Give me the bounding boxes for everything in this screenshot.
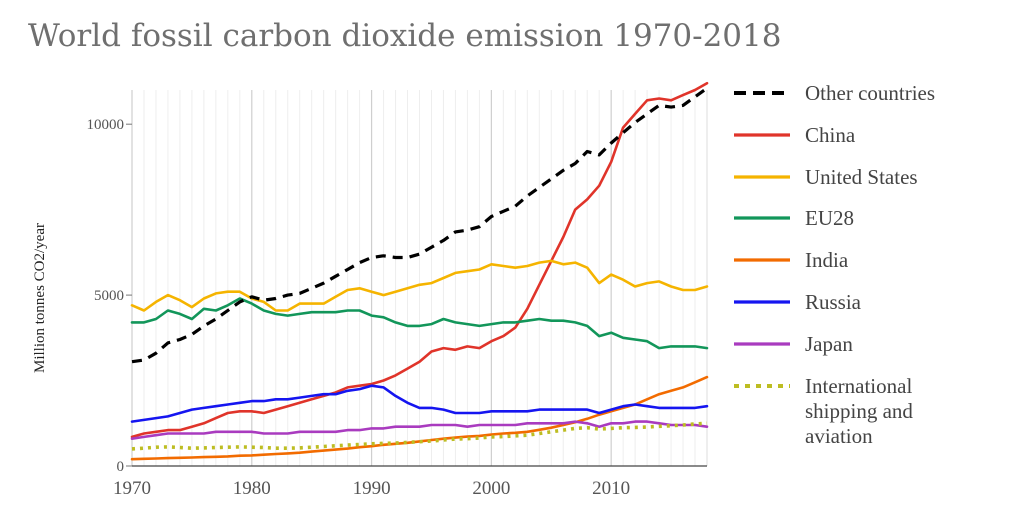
series-line-india	[130, 375, 709, 461]
legend-label: Japan	[805, 332, 853, 356]
y-axis-title: Million tonnes CO2/year	[32, 223, 48, 373]
legend-label: Russia	[805, 290, 862, 314]
grid-layer	[131, 90, 708, 466]
series-line-china	[130, 81, 709, 439]
legend-label: India	[805, 248, 849, 272]
y-tick-label: 10000	[87, 117, 125, 133]
legend-label: International	[805, 374, 912, 398]
series-line-eu28	[130, 297, 709, 350]
x-tick-label: 1990	[353, 478, 391, 499]
legend-label: shipping and	[805, 399, 913, 423]
axis-layer: 1970 1980 1990 2000 2010 0 5000 10000	[87, 117, 707, 499]
x-tick-label: 1970	[113, 478, 151, 499]
legend-label: Other countries	[805, 81, 935, 105]
series-line-russia	[130, 384, 709, 423]
series-line-japan	[130, 420, 709, 440]
x-tick-label: 2000	[472, 478, 510, 499]
series-line-international-shipping-and-aviation	[131, 421, 708, 451]
x-tick-label: 1980	[233, 478, 271, 499]
legend-label: EU28	[805, 206, 854, 230]
legend-label: aviation	[805, 424, 873, 448]
y-tick-label: 0	[117, 459, 125, 475]
legend-label: China	[805, 123, 856, 147]
series-line-other-countries	[131, 86, 708, 364]
series-line-united-states	[130, 259, 709, 312]
y-tick-label: 5000	[94, 288, 124, 304]
x-tick-label: 2010	[592, 478, 630, 499]
series-layer	[130, 81, 709, 461]
legend: Other countries China United States EU28 Ind…	[734, 81, 935, 448]
chart-title: World fossil carbon dioxide emission 197…	[28, 18, 782, 54]
legend-label: United States	[805, 165, 918, 189]
